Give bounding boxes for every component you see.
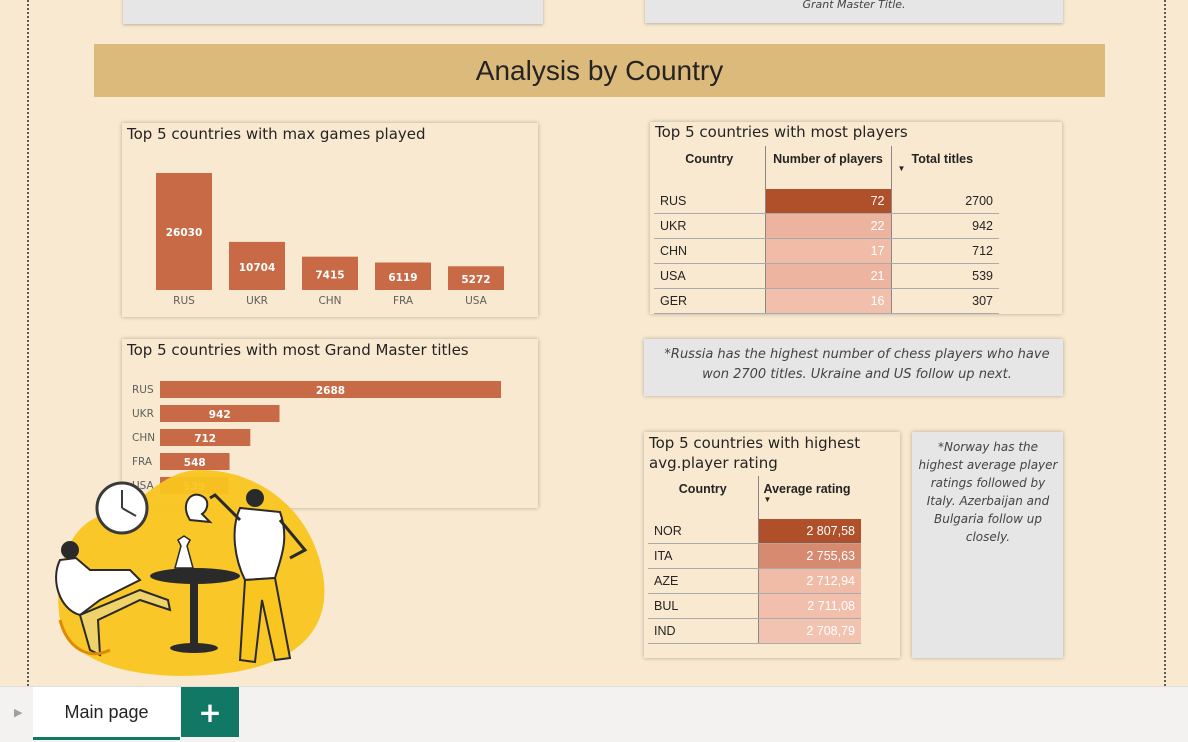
y-tick-label: FRA [132, 456, 153, 468]
country-cell: CHN [654, 238, 765, 264]
gm-titles-title: Top 5 countries with most Grand Master t… [127, 341, 469, 359]
x-tick-label: FRA [393, 295, 414, 307]
country-cell: UKR [654, 213, 765, 239]
norway-insight-card: *Norway has the highest average player r… [912, 432, 1063, 658]
top-left-card [123, 0, 543, 24]
country-cell: GER [654, 288, 765, 314]
avg-rating-header-label: Average rating [763, 482, 851, 496]
players-cell: 17 [764, 238, 892, 264]
games-played-card[interactable]: Top 5 countries with max games played 26… [122, 123, 538, 317]
column-header-country[interactable]: Country [685, 152, 734, 166]
most-players-table: Country Number of players ▼ Total titles… [654, 146, 999, 314]
country-cell: ITA [648, 543, 758, 569]
rating-cell: 2 807,58 [757, 519, 861, 544]
section-title: Analysis by Country [475, 54, 724, 86]
add-page-button[interactable]: + [181, 687, 239, 737]
x-tick-label: CHN [318, 295, 341, 307]
titles-cell: 712 [891, 238, 999, 264]
y-tick-label: CHN [132, 432, 155, 444]
table-row[interactable]: IND 2 708,79 [648, 618, 861, 644]
column-header-titles[interactable]: ▼ Total titles [891, 146, 999, 189]
top-right-note-card: Grant Master Title. [645, 0, 1063, 23]
table-row[interactable]: ITA 2 755,63 [648, 543, 861, 569]
table-row[interactable]: CHN 17 712 [654, 238, 999, 264]
data-label: 2688 [316, 385, 345, 397]
column-header-players[interactable]: Number of players [764, 146, 892, 189]
norway-insight-text: *Norway has the highest average player r… [918, 440, 1058, 544]
bar [156, 173, 212, 290]
country-cell: AZE [648, 568, 758, 594]
tab-main-page[interactable]: Main page [33, 687, 180, 740]
titles-cell: 539 [891, 263, 999, 289]
players-header-label: Number of players [773, 152, 883, 166]
bar [448, 266, 504, 290]
report-canvas: Grant Master Title. Analysis by Country … [27, 0, 1166, 686]
titles-header-label: Total titles [911, 152, 974, 166]
data-label: 5272 [461, 274, 490, 286]
titles-cell: 942 [891, 213, 999, 239]
sort-descending-icon: ▼ [763, 495, 772, 504]
data-label: 548 [184, 457, 206, 469]
x-tick-label: UKR [246, 295, 268, 307]
chess-players-illustration [55, 470, 325, 676]
sort-descending-icon: ▼ [897, 164, 906, 173]
avg-rating-card[interactable]: Top 5 countries with highest avg.player … [644, 432, 900, 658]
avg-rating-title: Top 5 countries with highest avg.player … [649, 434, 861, 472]
data-label: 26030 [166, 227, 203, 239]
data-label: 6119 [388, 272, 417, 284]
rating-cell: 2 711,08 [757, 593, 861, 619]
tab-scroll-left-icon[interactable]: ▶ [14, 706, 23, 719]
table-row[interactable]: RUS 72 2700 [654, 189, 999, 214]
players-cell: 72 [764, 189, 892, 214]
data-label: 7415 [315, 269, 344, 281]
bar [375, 262, 431, 290]
players-cell: 16 [764, 288, 892, 314]
table-row[interactable]: USA 21 539 [654, 263, 999, 289]
table-row[interactable]: UKR 22 942 [654, 213, 999, 239]
games-played-chart: 26030 RUS 10704 UKR 7415 CHN 6119 FRA 5272 USA [156, 173, 504, 307]
column-header-country[interactable]: Country [678, 482, 727, 496]
column-header-avg-rating[interactable]: Average rating ▼ [757, 476, 861, 519]
table-row[interactable]: NOR 2 807,58 [648, 519, 861, 544]
top-right-note-text: Grant Master Title. [802, 0, 906, 11]
players-cell: 21 [764, 263, 892, 289]
bar [160, 405, 280, 422]
country-cell: BUL [648, 593, 758, 619]
rating-cell: 2 712,94 [757, 568, 861, 594]
table-row[interactable]: BUL 2 711,08 [648, 593, 861, 619]
bar [302, 256, 358, 290]
y-tick-label: UKR [132, 408, 154, 420]
x-tick-label: USA [465, 295, 488, 307]
y-tick-label: RUS [132, 384, 154, 396]
avg-rating-table: Country Average rating ▼ NOR 2 807,58 ITA 2… [648, 476, 861, 644]
section-banner: Analysis by Country [94, 44, 1105, 97]
bar [229, 241, 285, 290]
rating-cell: 2 708,79 [757, 618, 861, 644]
players-cell: 22 [764, 213, 892, 239]
most-players-title: Top 5 countries with most players [655, 123, 908, 141]
bar [160, 453, 230, 470]
russia-insight-text: *Russia has the highest number of chess … [664, 347, 1050, 382]
table-row[interactable]: AZE 2 712,94 [648, 568, 861, 594]
table-row[interactable]: GER 16 307 [654, 288, 999, 314]
x-tick-label: RUS [173, 295, 195, 307]
most-players-card[interactable]: Top 5 countries with most players Countr… [650, 122, 1062, 314]
data-label: 712 [194, 433, 216, 445]
left-dotted-border [27, 0, 29, 686]
country-cell: USA [654, 263, 765, 289]
country-cell: RUS [654, 189, 765, 214]
games-played-title: Top 5 countries with max games played [127, 125, 426, 143]
data-label: 10704 [239, 262, 276, 274]
russia-insight-card: *Russia has the highest number of chess … [644, 339, 1063, 396]
titles-cell: 307 [891, 288, 999, 314]
right-dotted-border [1164, 0, 1166, 686]
bar [160, 429, 251, 446]
country-cell: IND [648, 618, 758, 644]
bar [160, 381, 501, 398]
page-tabs-bar: ▶ Main page + [0, 686, 1188, 742]
rating-cell: 2 755,63 [757, 543, 861, 569]
titles-cell: 2700 [891, 189, 999, 214]
data-label: 942 [209, 409, 231, 421]
country-cell: NOR [648, 519, 758, 544]
